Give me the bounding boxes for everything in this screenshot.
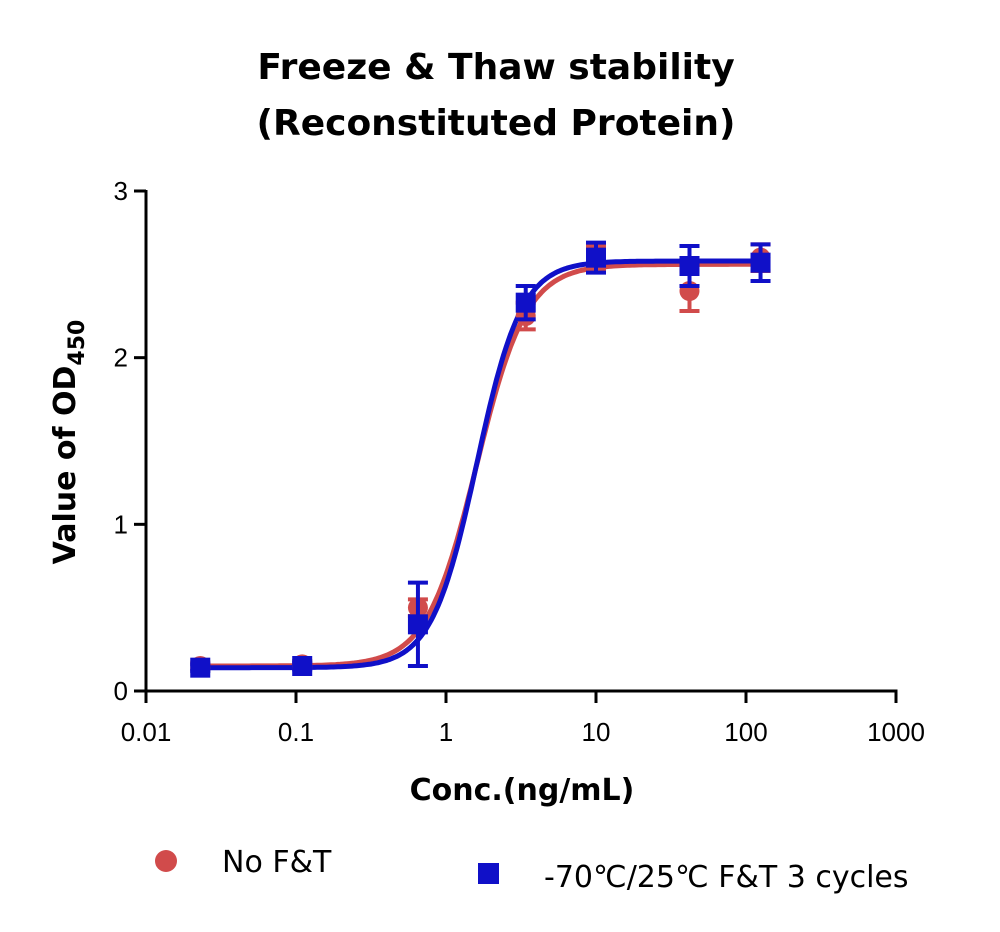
legend-marker-ft-3-cycles: [478, 863, 499, 884]
data-point-series-2: [292, 656, 313, 676]
svg-text:Value of OD450: Value of OD450: [48, 320, 90, 565]
y-tick-label: 0: [114, 676, 128, 706]
data-marks: [190, 240, 771, 678]
y-axis-title: Value of OD450: [48, 320, 90, 565]
data-point-series-2: [750, 242, 771, 283]
x-tick-label: 0.1: [278, 717, 314, 747]
x-tick-label: 100: [724, 717, 767, 747]
marker-square: [679, 256, 700, 276]
data-point-series-2: [586, 240, 606, 275]
data-point-series-2: [515, 284, 536, 322]
y-axis-title-main: Value of OD: [48, 366, 83, 565]
legend-marker-no-ft: [155, 850, 177, 872]
chart-title-line-1: Freeze & Thaw stability: [257, 47, 734, 88]
fit-curves: [197, 258, 763, 671]
data-point-series-2: [407, 580, 428, 668]
y-tick-label: 3: [114, 176, 128, 206]
x-tick-label: 1000: [867, 717, 925, 747]
chart-title-line-2: (Reconstituted Protein): [257, 103, 736, 144]
y-axis-title-subscript: 450: [65, 320, 90, 366]
y-axis-ticks: 0 1 2 3: [114, 176, 146, 706]
legend: No F&T -70℃/25℃ F&T 3 cycles: [155, 845, 909, 895]
marker-square: [292, 656, 313, 676]
marker-square: [750, 252, 771, 273]
x-tick-label: 1: [439, 717, 453, 747]
axes: [144, 190, 898, 693]
x-tick-label: 10: [582, 717, 611, 747]
marker-square: [515, 292, 536, 313]
marker-square: [586, 247, 606, 268]
y-tick-label: 2: [114, 343, 128, 373]
data-point-series-2: [679, 244, 700, 288]
legend-label-ft-3-cycles: -70℃/25℃ F&T 3 cycles: [544, 860, 909, 895]
legend-label-no-ft: No F&T: [222, 845, 332, 880]
data-point-series-2: [190, 657, 211, 678]
y-tick-label: 1: [114, 509, 128, 539]
marker-square: [407, 614, 428, 635]
x-tick-label: 0.01: [121, 717, 172, 747]
fit-curve-series-2: [197, 258, 763, 671]
x-axis-ticks: 0.01 0.1 1 10 100 1000: [121, 691, 925, 747]
marker-square: [190, 657, 211, 678]
x-axis-title: Conc.(ng/mL): [410, 773, 635, 808]
fit-curve-series-1: [197, 261, 763, 669]
